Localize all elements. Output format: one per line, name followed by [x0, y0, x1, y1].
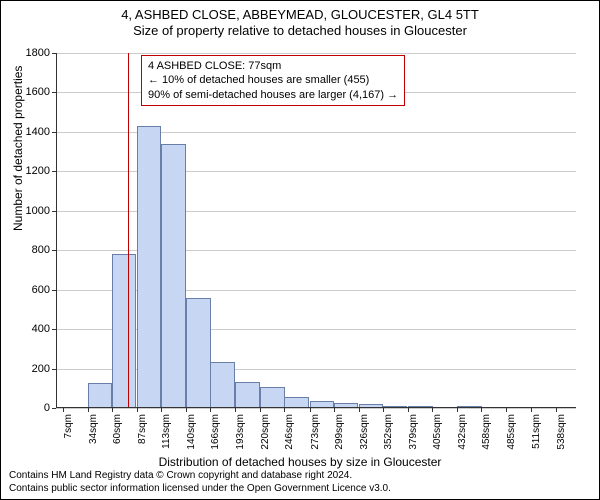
histogram-bar — [260, 387, 285, 408]
x-tick-mark — [88, 408, 89, 412]
x-tick-mark — [334, 408, 335, 412]
x-tick-mark — [359, 408, 360, 412]
x-tick-mark — [457, 408, 458, 412]
x-tick-mark — [260, 408, 261, 412]
gridline — [56, 250, 576, 251]
y-tick-label: 600 — [32, 284, 50, 296]
x-axis-line — [56, 407, 576, 408]
x-tick-mark — [383, 408, 384, 412]
y-tick-label: 1000 — [26, 205, 50, 217]
x-tick-mark — [506, 408, 507, 412]
gridline — [56, 408, 576, 409]
histogram-bar — [161, 144, 186, 408]
y-tick-label: 1200 — [26, 165, 50, 177]
x-tick-mark — [556, 408, 557, 412]
y-tick-label: 1400 — [26, 126, 50, 138]
histogram-bar — [88, 383, 113, 408]
annotation-line1: 4 ASHBED CLOSE: 77sqm — [148, 59, 398, 73]
chart-title-line2: Size of property relative to detached ho… — [1, 23, 599, 38]
y-tick-label: 800 — [32, 244, 50, 256]
x-tick-mark — [210, 408, 211, 412]
x-tick-mark — [235, 408, 236, 412]
reference-line — [128, 53, 130, 408]
x-axis-label: Distribution of detached houses by size … — [1, 455, 599, 469]
gridline — [56, 211, 576, 212]
x-tick-mark — [310, 408, 311, 412]
footer-line1: Contains HM Land Registry data © Crown c… — [9, 469, 391, 482]
y-tick-label: 200 — [32, 363, 50, 375]
x-tick-mark — [137, 408, 138, 412]
y-tick-label: 0 — [44, 402, 50, 414]
y-tick-label: 1800 — [26, 47, 50, 59]
x-tick-mark — [432, 408, 433, 412]
plot-area: 0200400600800100012001400160018007sqm34s… — [56, 53, 576, 408]
x-tick-mark — [112, 408, 113, 412]
y-tick-label: 400 — [32, 323, 50, 335]
histogram-bar — [186, 298, 211, 408]
annotation-line2: ← 10% of detached houses are smaller (45… — [148, 73, 398, 87]
gridline — [56, 132, 576, 133]
y-axis-label: Number of detached properties — [11, 66, 25, 231]
y-tick-mark — [52, 408, 56, 409]
histogram-bar — [235, 382, 260, 408]
x-tick-mark — [63, 408, 64, 412]
chart-title-line1: 4, ASHBED CLOSE, ABBEYMEAD, GLOUCESTER, … — [1, 7, 599, 22]
y-tick-label: 1600 — [26, 86, 50, 98]
footer-attribution: Contains HM Land Registry data © Crown c… — [9, 469, 391, 495]
histogram-bar — [137, 126, 162, 408]
x-tick-mark — [481, 408, 482, 412]
x-tick-mark — [186, 408, 187, 412]
footer-line2: Contains public sector information licen… — [9, 482, 391, 495]
chart-container: 4, ASHBED CLOSE, ABBEYMEAD, GLOUCESTER, … — [0, 0, 600, 500]
x-tick-mark — [284, 408, 285, 412]
histogram-bar — [210, 362, 235, 408]
x-tick-mark — [408, 408, 409, 412]
annotation-box: 4 ASHBED CLOSE: 77sqm← 10% of detached h… — [141, 55, 405, 106]
gridline — [56, 171, 576, 172]
annotation-line3: 90% of semi-detached houses are larger (… — [148, 88, 398, 102]
x-tick-mark — [161, 408, 162, 412]
gridline — [56, 53, 576, 54]
histogram-bar — [112, 254, 137, 408]
y-axis-line — [56, 53, 57, 408]
x-tick-mark — [531, 408, 532, 412]
